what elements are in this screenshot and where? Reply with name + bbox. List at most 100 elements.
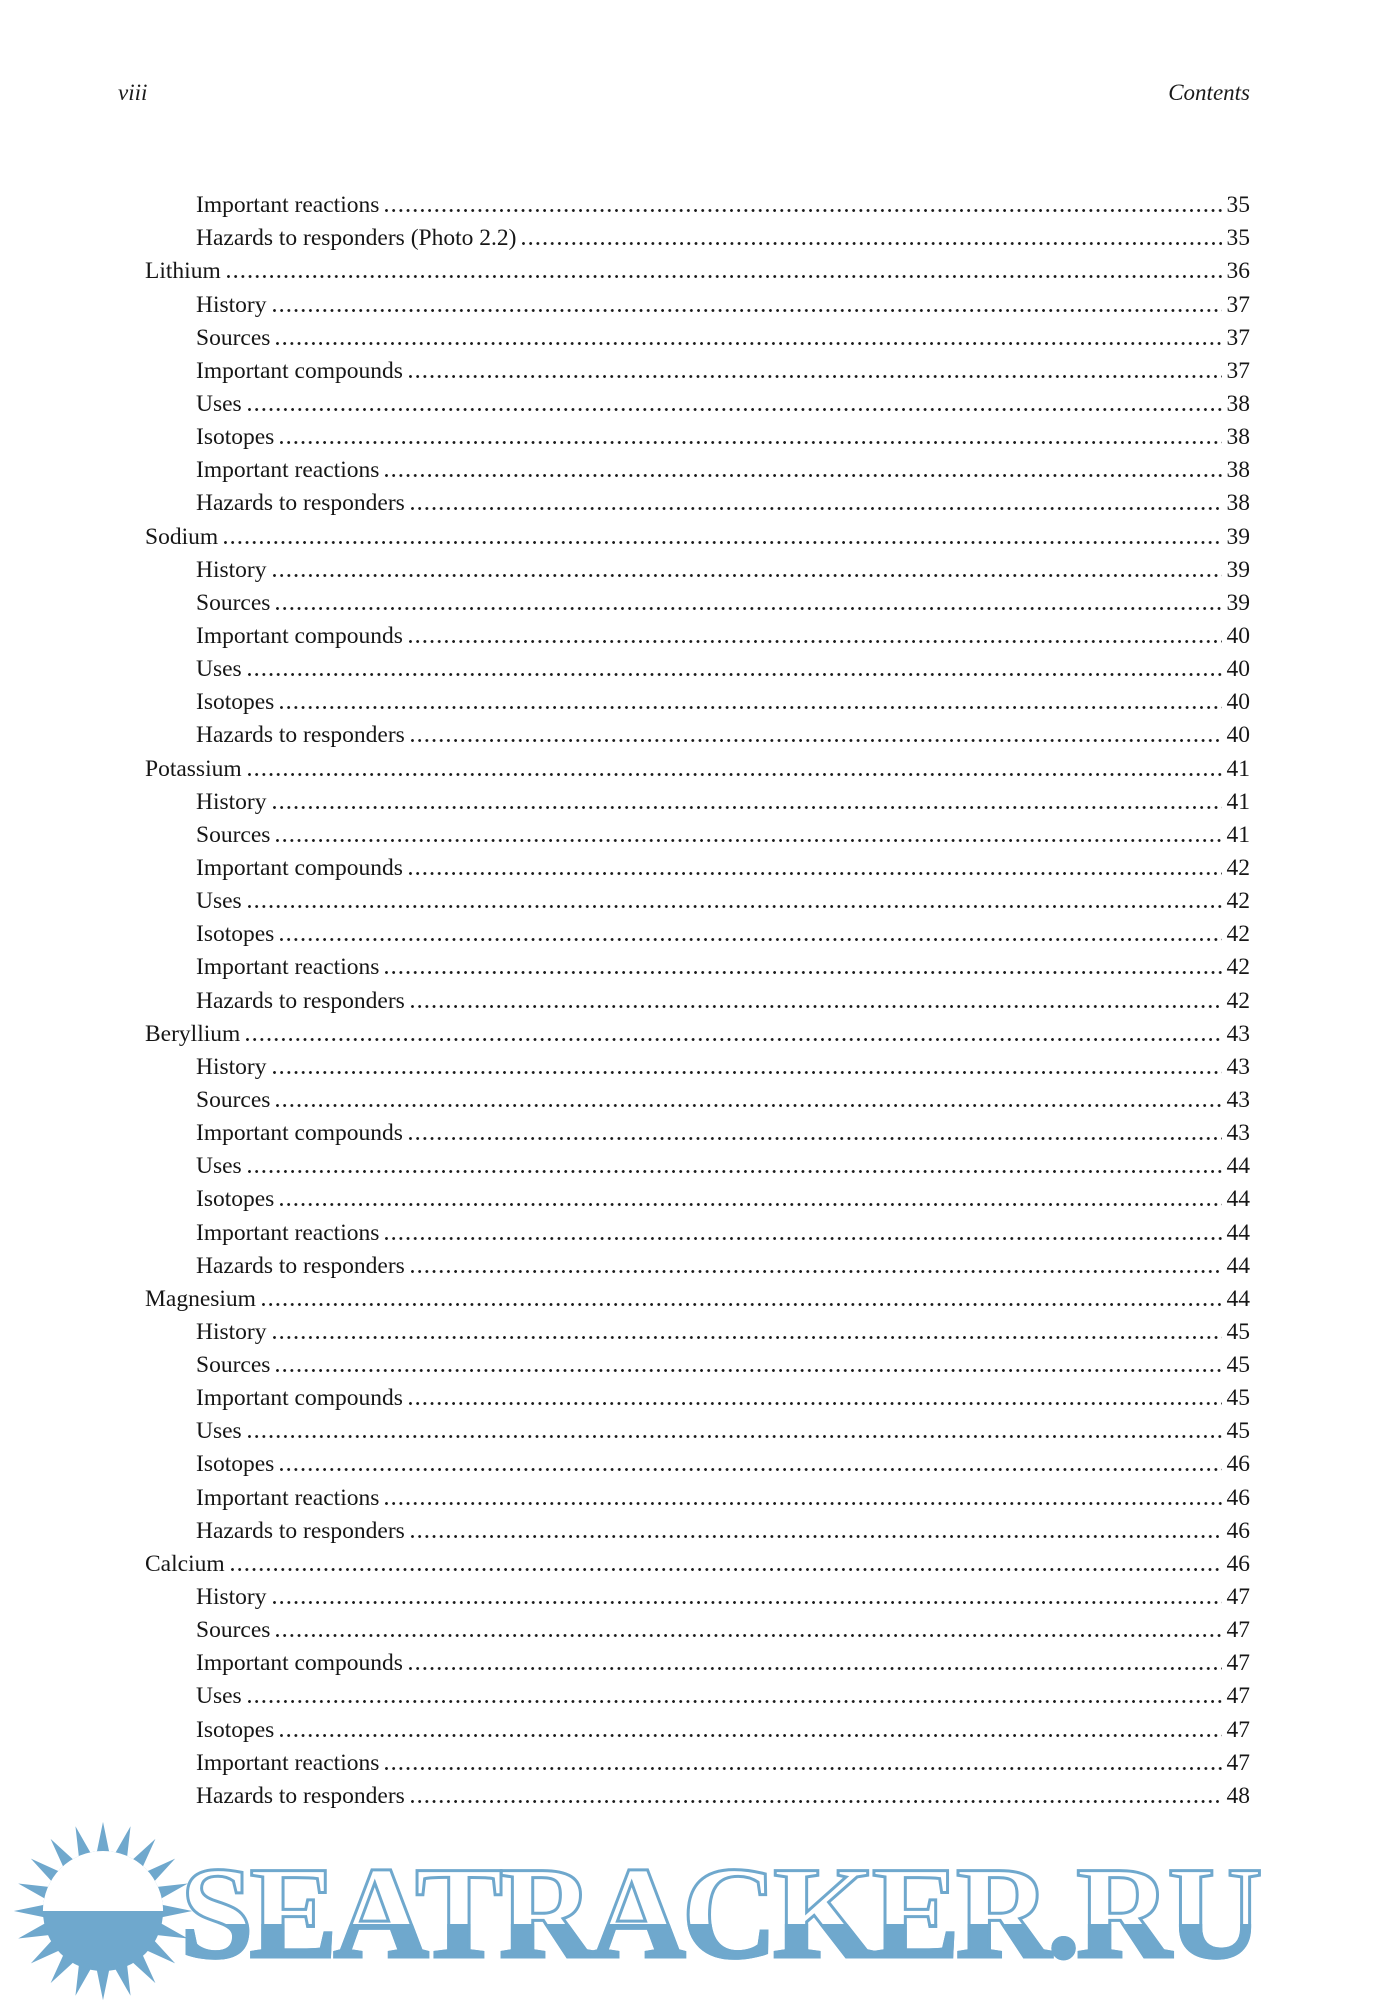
- toc-entry: Hazards to responders 48: [145, 1777, 1250, 1810]
- toc-entry-label: Beryllium: [145, 1020, 241, 1047]
- toc-dot-leader: [408, 1402, 1222, 1406]
- toc-entry-page: 48: [1226, 1782, 1251, 1809]
- toc-entry-label: Important compounds: [196, 357, 403, 384]
- sun-logo-icon: [13, 1821, 193, 2000]
- toc-entry-label: Uses: [196, 1683, 242, 1710]
- toc-dot-leader: [410, 1269, 1222, 1273]
- toc-entry-page: 42: [1226, 888, 1251, 915]
- toc-entry-label: Sources: [196, 589, 271, 616]
- toc-entry-page: 46: [1226, 1484, 1251, 1511]
- toc-dot-leader: [272, 308, 1222, 312]
- toc-entry: Beryllium 43: [145, 1015, 1250, 1048]
- toc-entry-page: 39: [1226, 589, 1251, 616]
- toc-entry: History 37: [145, 285, 1250, 318]
- toc-entry: Magnesium 44: [145, 1280, 1250, 1313]
- toc-dot-leader: [280, 1733, 1222, 1737]
- toc-entry: Important reactions 47: [145, 1744, 1250, 1777]
- toc-dot-leader: [280, 938, 1222, 942]
- toc-entry-page: 47: [1226, 1584, 1251, 1611]
- toc-dot-leader: [230, 1567, 1222, 1571]
- toc-entry-label: Uses: [196, 1153, 242, 1180]
- toc-entry-page: 39: [1226, 523, 1251, 550]
- toc-entry-label: Potassium: [145, 755, 242, 782]
- running-header: viii Contents: [118, 80, 1250, 106]
- toc-entry-label: Sources: [196, 1352, 271, 1379]
- toc-dot-leader: [280, 1468, 1222, 1472]
- toc-entry-label: Hazards to responders: [196, 987, 405, 1014]
- toc-dot-leader: [385, 1766, 1222, 1770]
- toc-entry-page: 35: [1226, 192, 1251, 219]
- toc-entry-page: 38: [1226, 390, 1251, 417]
- toc-entry: Important reactions 35: [145, 186, 1250, 219]
- toc-dot-leader: [408, 1137, 1222, 1141]
- toc-entry-label: Sodium: [145, 523, 219, 550]
- toc-entry: Important compounds 37: [145, 352, 1250, 385]
- toc-entry: Uses 40: [145, 650, 1250, 683]
- toc-entry-label: Uses: [196, 1418, 242, 1445]
- toc-entry-page: 40: [1226, 722, 1251, 749]
- toc-entry-label: History: [196, 1053, 267, 1080]
- toc-entry-label: History: [196, 1584, 267, 1611]
- toc-list: Important reactions 35 Hazards to respon…: [145, 186, 1250, 1810]
- toc-entry-page: 36: [1226, 258, 1251, 285]
- toc-entry: Important reactions 44: [145, 1213, 1250, 1246]
- toc-entry: Important compounds 43: [145, 1114, 1250, 1147]
- toc-entry: Hazards to responders 44: [145, 1247, 1250, 1280]
- toc-entry-label: Important compounds: [196, 854, 403, 881]
- toc-dot-leader: [247, 772, 1222, 776]
- toc-entry-page: 41: [1226, 788, 1251, 815]
- toc-entry: History 41: [145, 783, 1250, 816]
- toc-entry-page: 44: [1226, 1219, 1251, 1246]
- toc-entry: Isotopes 42: [145, 915, 1250, 948]
- toc-entry-label: Hazards to responders: [196, 490, 405, 517]
- toc-entry-page: 43: [1226, 1086, 1251, 1113]
- toc-entry: Sodium 39: [145, 517, 1250, 550]
- toc-entry: Isotopes 47: [145, 1710, 1250, 1743]
- toc-entry-label: Important reactions: [196, 457, 380, 484]
- toc-entry-label: Important reactions: [196, 1749, 380, 1776]
- toc-entry: Hazards to responders (Photo 2.2) 35: [145, 219, 1250, 252]
- toc-entry-label: Uses: [196, 656, 242, 683]
- toc-dot-leader: [408, 1667, 1222, 1671]
- toc-entry-page: 43: [1226, 1053, 1251, 1080]
- toc-entry: Hazards to responders 46: [145, 1512, 1250, 1545]
- toc-entry: Important compounds 42: [145, 849, 1250, 882]
- toc-entry-page: 47: [1226, 1650, 1251, 1677]
- toc-entry: Important compounds 45: [145, 1379, 1250, 1412]
- toc-entry-label: Uses: [196, 888, 242, 915]
- toc-entry-label: History: [196, 291, 267, 318]
- toc-entry-page: 43: [1226, 1020, 1251, 1047]
- toc-entry-page: 46: [1226, 1550, 1251, 1577]
- toc-dot-leader: [276, 1103, 1222, 1107]
- toc-entry: Uses 38: [145, 385, 1250, 418]
- toc-entry: Important reactions 42: [145, 948, 1250, 981]
- toc-entry-page: 47: [1226, 1617, 1251, 1644]
- toc-entry-label: Hazards to responders: [196, 1782, 405, 1809]
- toc-dot-leader: [408, 374, 1222, 378]
- toc-entry: Isotopes 38: [145, 418, 1250, 451]
- toc-entry-page: 42: [1226, 987, 1251, 1014]
- toc-dot-leader: [410, 507, 1222, 511]
- toc-entry: Hazards to responders 38: [145, 484, 1250, 517]
- toc-entry-page: 41: [1226, 755, 1251, 782]
- toc-entry-label: Hazards to responders: [196, 1517, 405, 1544]
- toc-entry-page: 37: [1226, 291, 1251, 318]
- toc-entry: Uses 44: [145, 1147, 1250, 1180]
- toc-entry-page: 45: [1226, 1352, 1251, 1379]
- toc-entry-page: 42: [1226, 921, 1251, 948]
- toc-entry-page: 38: [1226, 457, 1251, 484]
- toc-entry: Sources 39: [145, 584, 1250, 617]
- toc-dot-leader: [385, 971, 1222, 975]
- toc-entry-label: History: [196, 788, 267, 815]
- toc-entry-label: Sources: [196, 324, 271, 351]
- toc-dot-leader: [280, 1203, 1222, 1207]
- toc-dot-leader: [224, 540, 1222, 544]
- toc-dot-leader: [247, 407, 1222, 411]
- toc-entry-label: Isotopes: [196, 424, 275, 451]
- toc-entry-label: Isotopes: [196, 1716, 275, 1743]
- toc-dot-leader: [272, 805, 1222, 809]
- toc-entry-label: Calcium: [145, 1550, 225, 1577]
- toc-dot-leader: [247, 1700, 1222, 1704]
- toc-entry-label: Important reactions: [196, 1219, 380, 1246]
- toc-dot-leader: [276, 1634, 1222, 1638]
